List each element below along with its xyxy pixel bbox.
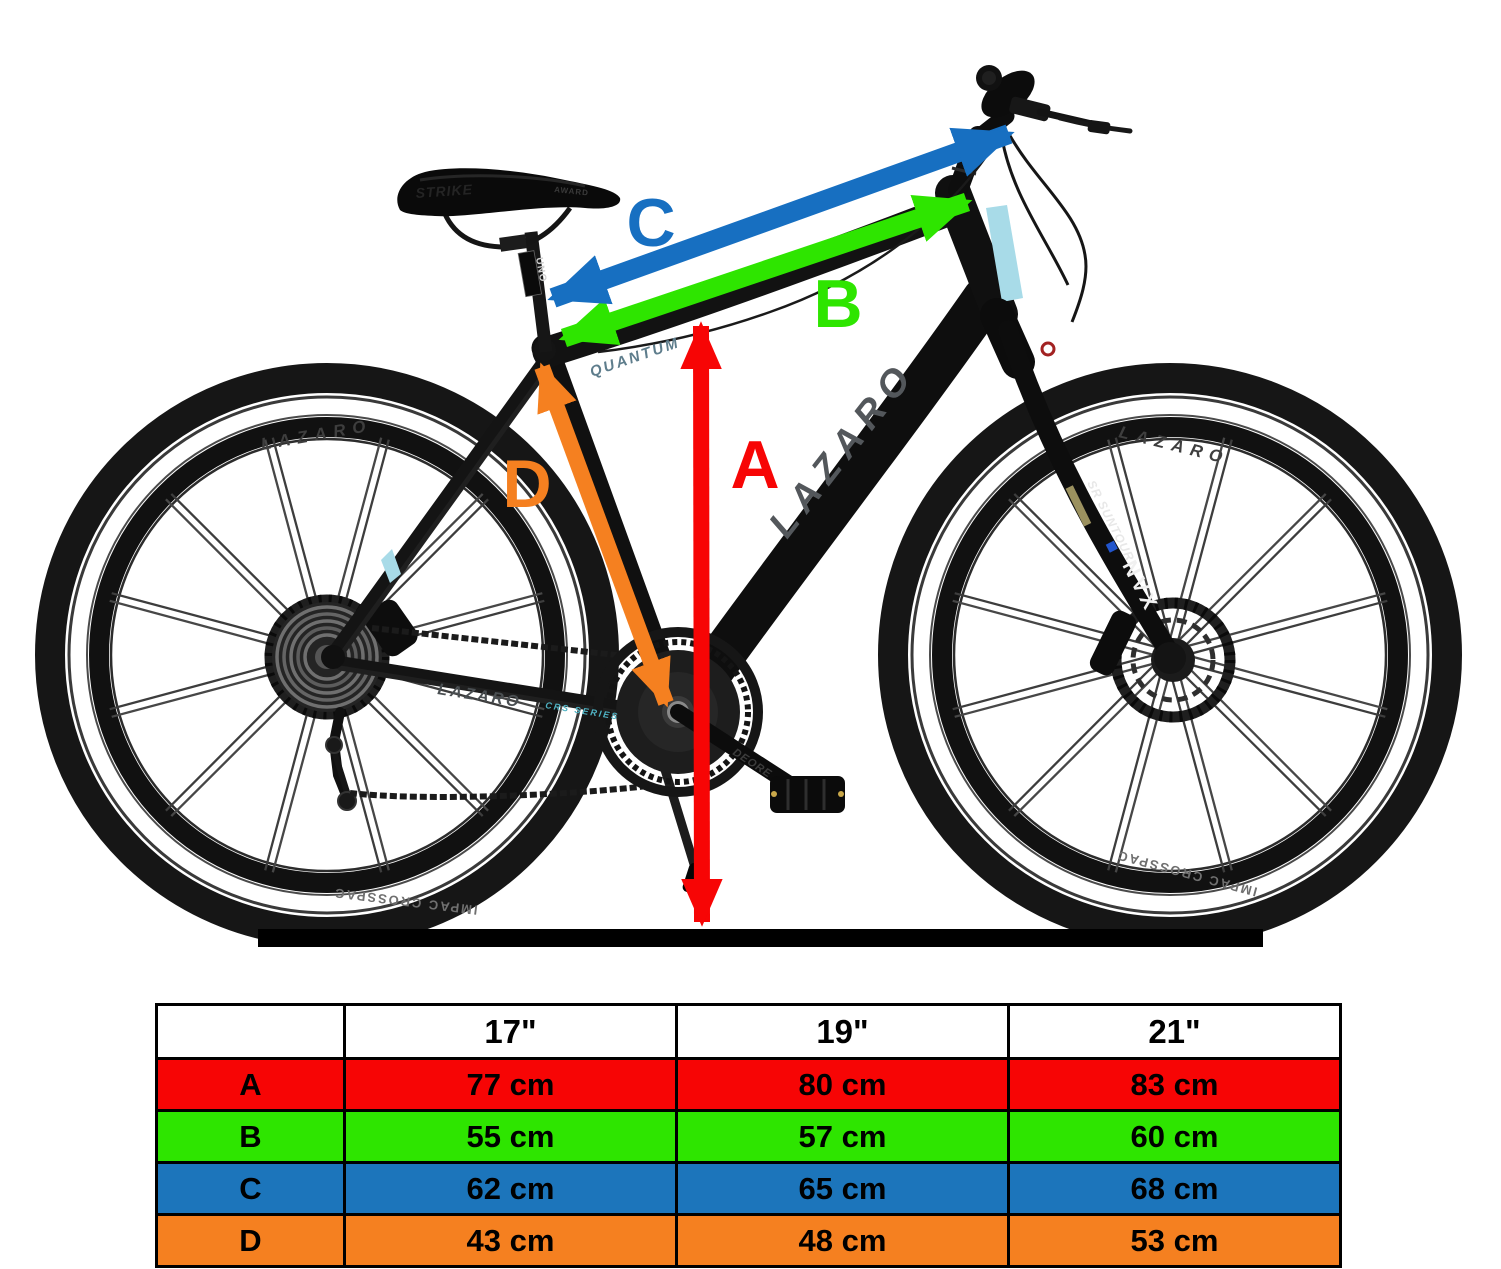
dimension-label-d: D — [502, 446, 551, 522]
value-d-17: 43 cm — [343, 1213, 678, 1268]
row-label-b: B — [155, 1109, 346, 1164]
value-b-21: 60 cm — [1007, 1109, 1342, 1164]
row-label-a: A — [155, 1057, 346, 1112]
header-size-17: 17" — [343, 1003, 678, 1060]
table-row-c: C 62 cm 65 cm 68 cm — [155, 1161, 1342, 1216]
dimension-labels: A B C D — [502, 185, 862, 522]
pedal — [770, 776, 845, 813]
dimension-arrow-c — [547, 124, 1015, 308]
value-c-17: 62 cm — [343, 1161, 678, 1216]
value-a-17: 77 cm — [343, 1057, 678, 1112]
value-d-21: 53 cm — [1007, 1213, 1342, 1268]
header-size-21: 21" — [1007, 1003, 1342, 1060]
dimension-label-c: C — [626, 185, 675, 261]
saddle — [397, 168, 621, 252]
handlebar — [948, 65, 1133, 200]
fork-logo-square — [1105, 540, 1118, 553]
value-a-21: 83 cm — [1007, 1057, 1342, 1112]
seatpost-brand-text: UNO — [533, 257, 548, 284]
row-label-c: C — [155, 1161, 346, 1216]
dimension-arrow-a — [680, 321, 723, 927]
header-size-19: 19" — [675, 1003, 1010, 1060]
row-label-d: D — [155, 1213, 346, 1268]
table-row-b: B 55 cm 57 cm 60 cm — [155, 1109, 1342, 1164]
header-blank-cell — [155, 1003, 346, 1060]
table-row-a: A 77 cm 80 cm 83 cm — [155, 1057, 1342, 1112]
seatstay-decal — [381, 549, 401, 583]
table-header-row: 17" 19" 21" — [155, 1003, 1342, 1060]
dimension-arrows — [534, 124, 1015, 927]
rear-brake-caliper — [364, 599, 418, 657]
dimension-arrow-d — [534, 362, 674, 708]
rear-derailleur — [325, 707, 357, 811]
ground-line — [258, 929, 1263, 947]
seatpost — [517, 231, 553, 353]
value-b-17: 55 cm — [343, 1109, 678, 1164]
dimension-label-b: B — [813, 266, 862, 342]
saddle-brand-text: STRIKE — [415, 181, 473, 201]
value-b-19: 57 cm — [675, 1109, 1010, 1164]
dimension-label-a: A — [730, 427, 779, 503]
value-c-19: 65 cm — [675, 1161, 1010, 1216]
value-d-19: 48 cm — [675, 1213, 1010, 1268]
table-row-d: D 43 cm 48 cm 53 cm — [155, 1213, 1342, 1268]
value-c-21: 68 cm — [1007, 1161, 1342, 1216]
fork-preload-dial — [1040, 341, 1056, 357]
value-a-19: 80 cm — [675, 1057, 1010, 1112]
size-table: 17" 19" 21" A 77 cm 80 cm 83 cm B 55 cm … — [155, 1003, 1342, 1268]
fork — [980, 298, 1186, 676]
front-brake-caliper — [1089, 610, 1137, 676]
